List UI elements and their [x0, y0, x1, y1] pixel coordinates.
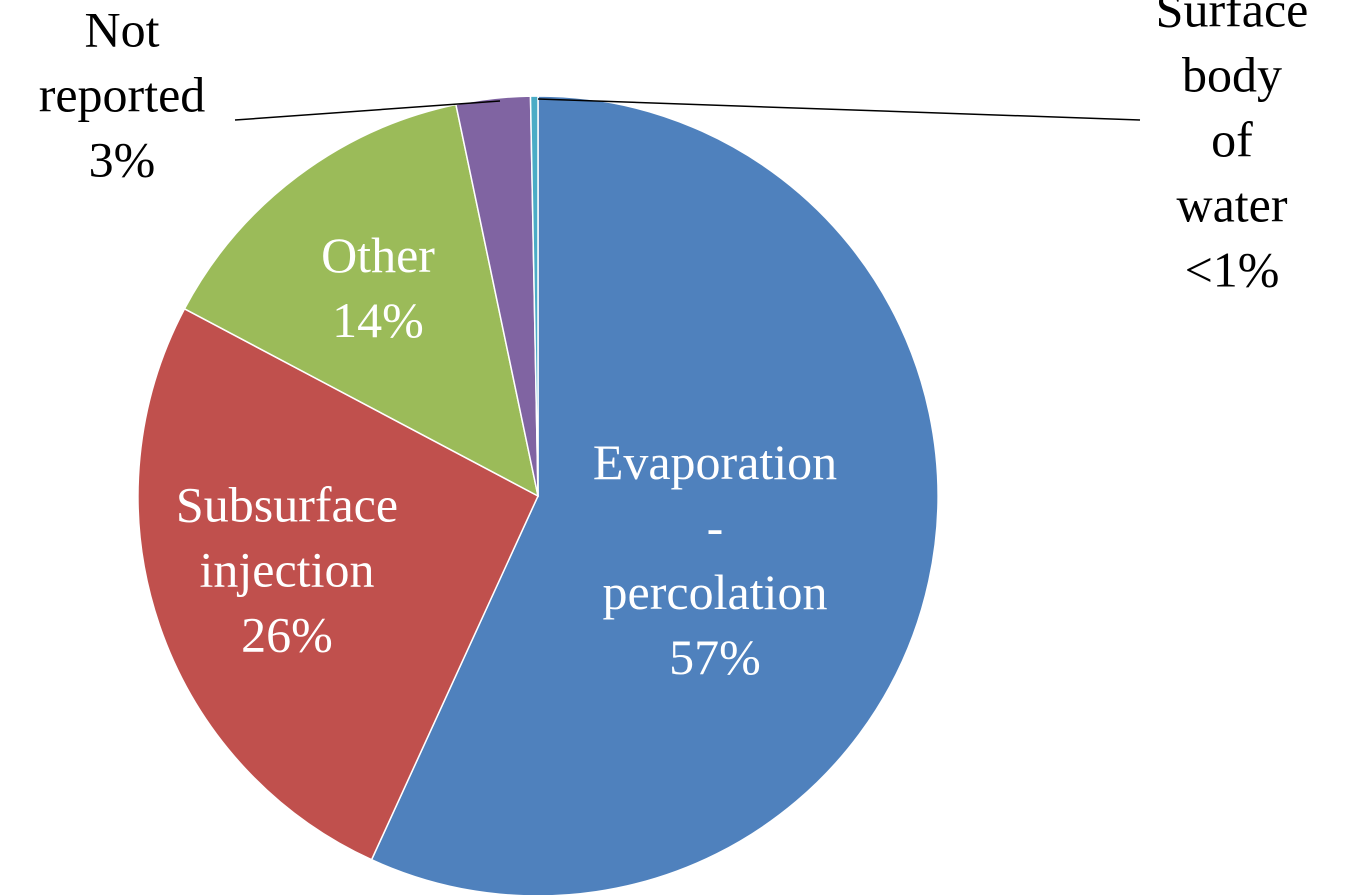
pie-slice [183, 103, 540, 498]
value-label: <1% [1184, 241, 1280, 298]
pie-slice [370, 95, 939, 895]
data-label: Evaporation - percolation 57% [593, 430, 837, 690]
leader-line [234, 100, 501, 121]
pie-slice [529, 95, 539, 497]
data-label: Not reported 3% [39, 0, 206, 193]
data-label: Subsurface injection 26% [176, 473, 398, 668]
category-label: Surface body of water [1155, 0, 1309, 233]
pie-slice [137, 307, 539, 861]
category-label: Other [321, 227, 435, 283]
leader-line [537, 98, 1141, 121]
category-label: Subsurface injection [175, 476, 399, 598]
category-label: Evaporation - percolation [592, 434, 838, 620]
value-label: 26% [241, 606, 333, 663]
value-label: 3% [88, 131, 156, 188]
value-label: 14% [332, 292, 424, 348]
category-label: Not reported [38, 1, 206, 123]
data-label: Other 14% [321, 223, 435, 353]
data-label: Surface body of water <1% [1156, 0, 1309, 303]
value-label: 57% [669, 629, 761, 685]
